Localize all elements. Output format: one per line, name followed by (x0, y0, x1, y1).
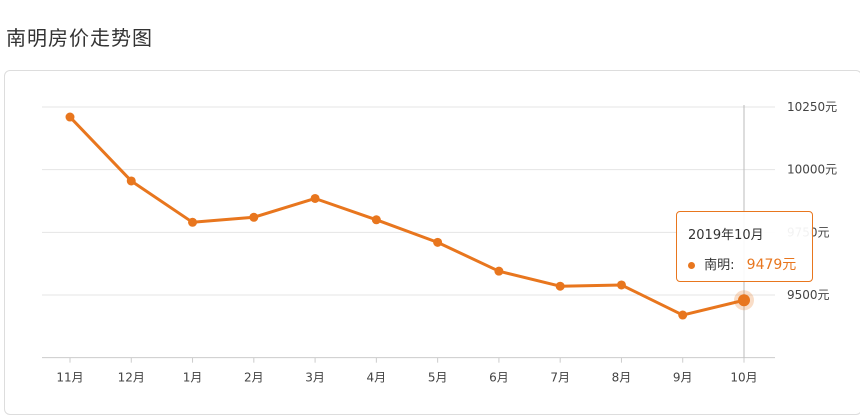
x-tick-label-10: 9月 (673, 371, 693, 385)
data-point-6 (433, 237, 443, 247)
x-tick-label-6: 5月 (428, 371, 448, 385)
data-point-11 (738, 294, 750, 307)
x-tick-label-4: 3月 (305, 371, 325, 385)
y-tick-label-9500: 9500元 (787, 288, 830, 302)
tooltip-row: 南明: 9479元 (688, 254, 796, 274)
data-point-10 (678, 310, 688, 320)
series-marker-icon (688, 262, 695, 269)
data-point-0 (65, 112, 75, 122)
data-tooltip: 2019年10月 南明: 9479元 (676, 211, 813, 282)
x-tick-label-1: 12月 (118, 371, 145, 385)
tooltip-series-label: 南明: (704, 258, 735, 273)
data-point-8 (555, 281, 565, 291)
data-point-3 (249, 212, 259, 222)
price-trend-chart: 9500元9750元10000元10250元11月12月1月2月3月4月5月6月… (42, 100, 837, 385)
data-point-5 (371, 215, 381, 225)
tooltip-title: 2019年10月 (688, 228, 764, 243)
x-tick-label-3: 2月 (244, 371, 264, 385)
page-title: 南明房价走势图 (6, 26, 153, 50)
series-polyline (68, 115, 746, 317)
series-line (68, 115, 746, 317)
x-tick-label-0: 11月 (56, 371, 83, 385)
x-tick-label-2: 1月 (183, 371, 203, 385)
y-tick-label-10250: 10250元 (787, 100, 837, 114)
x-tick-label-11: 10月 (730, 371, 757, 385)
y-tick-label-10000: 10000元 (787, 163, 837, 177)
data-point-1 (126, 176, 136, 186)
grid-lines (42, 106, 775, 296)
x-tick-label-9: 8月 (612, 371, 632, 385)
data-point-9 (616, 280, 626, 290)
x-tick-label-5: 4月 (367, 371, 387, 385)
data-points (65, 112, 754, 320)
axes (42, 105, 775, 363)
data-point-4 (310, 193, 320, 203)
x-tick-label-7: 6月 (489, 371, 509, 385)
data-point-2 (188, 217, 198, 227)
data-point-7 (494, 266, 504, 276)
tooltip-value: 9479元 (746, 257, 797, 273)
x-tick-label-8: 7月 (550, 371, 570, 385)
